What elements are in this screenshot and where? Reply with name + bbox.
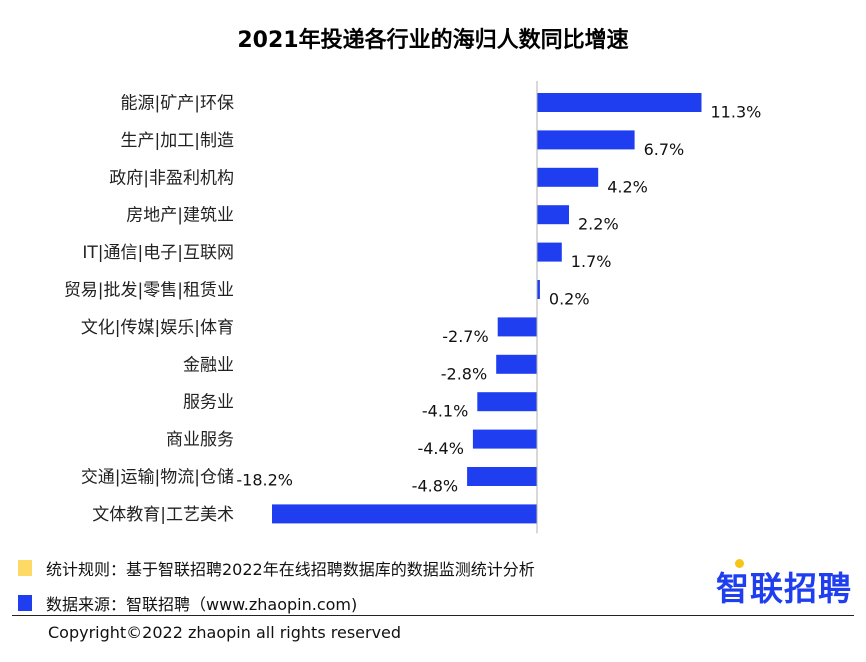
bar-4 bbox=[537, 242, 562, 262]
value-label-0: 11.3% bbox=[711, 103, 762, 122]
category-label-5: 贸易|批发|零售|租赁业 bbox=[64, 281, 234, 301]
bar-1 bbox=[537, 130, 635, 150]
chart-title: 2021年投递各行业的海归人数同比增速 bbox=[237, 28, 629, 53]
legend-source-text: 数据来源：智联招聘（www.zhaopin.com) bbox=[46, 595, 358, 614]
bars-group bbox=[272, 93, 702, 524]
zhaopin-logo: 智联招聘 bbox=[716, 559, 852, 610]
category-label-6: 文化|传媒|娱乐|体育 bbox=[81, 318, 234, 338]
value-label-11: -18.2% bbox=[236, 470, 293, 489]
value-label-1: 6.7% bbox=[644, 140, 685, 159]
category-label-9: 商业服务 bbox=[166, 430, 234, 450]
bar-0 bbox=[537, 93, 702, 112]
bar-8 bbox=[477, 392, 537, 412]
footer-divider bbox=[12, 615, 854, 616]
bar-11 bbox=[272, 504, 537, 524]
bar-6 bbox=[497, 317, 537, 337]
legend-swatch-yellow bbox=[18, 560, 32, 576]
logo-dot-icon bbox=[735, 559, 744, 568]
category-label-7: 金融业 bbox=[183, 355, 234, 375]
bar-10 bbox=[467, 467, 537, 486]
value-label-5: 0.2% bbox=[549, 290, 590, 309]
value-label-8: -4.1% bbox=[422, 402, 468, 421]
category-label-11: 文体教育|工艺美术 bbox=[92, 505, 234, 525]
category-label-0: 能源|矿产|环保 bbox=[121, 94, 234, 114]
value-label-2: 4.2% bbox=[607, 177, 648, 196]
value-label-10: -4.8% bbox=[412, 477, 458, 496]
bar-2 bbox=[537, 167, 599, 187]
category-label-10: 交通|运输|物流|仓储 bbox=[81, 468, 234, 488]
legend-item-source: 数据来源：智联招聘（www.zhaopin.com) bbox=[18, 591, 357, 615]
copyright-text: Copyright©2022 zhaopin all rights reserv… bbox=[48, 623, 402, 642]
bar-7 bbox=[496, 354, 537, 374]
logo-text: 智联招聘 bbox=[716, 569, 852, 608]
category-label-3: 房地产|建筑业 bbox=[126, 206, 234, 226]
legend-item-rule: 统计规则：基于智联招聘2022年在线招聘数据库的数据监测统计分析 bbox=[18, 556, 535, 580]
legend-rule-text: 统计规则：基于智联招聘2022年在线招聘数据库的数据监测统计分析 bbox=[46, 560, 535, 579]
value-labels: 11.3% 6.7% 4.2% 2.2% 1.7% 0.2% -2.7% -2.8% -4.1%… bbox=[236, 103, 761, 496]
bar-3 bbox=[537, 205, 569, 225]
category-label-4: IT|通信|电子|互联网 bbox=[82, 243, 234, 263]
bar-5 bbox=[537, 280, 540, 299]
bar-9 bbox=[472, 429, 537, 449]
legend-swatch-blue bbox=[18, 595, 32, 611]
value-label-3: 2.2% bbox=[578, 215, 619, 234]
value-label-4: 1.7% bbox=[571, 252, 612, 271]
value-label-7: -2.8% bbox=[441, 364, 487, 383]
value-label-6: -2.7% bbox=[442, 327, 488, 346]
category-label-1: 生产|加工|制造 bbox=[121, 131, 234, 151]
value-label-9: -4.4% bbox=[417, 439, 463, 458]
category-label-2: 政府|非盈利机构 bbox=[109, 168, 234, 188]
category-label-8: 服务业 bbox=[183, 393, 234, 413]
